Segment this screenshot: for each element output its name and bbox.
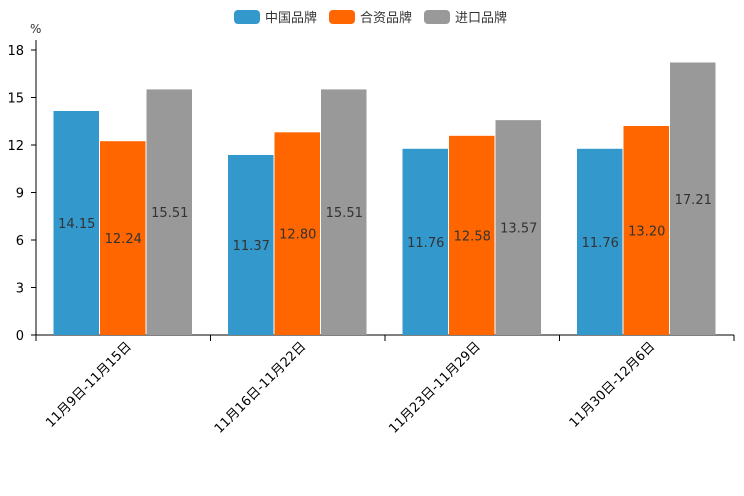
legend-label-imported-brand: 进口品牌 [455,11,508,26]
x-category-label-0: 11月9日-11月15日 [43,339,135,431]
bar-2-0 [402,148,448,335]
data-label-2-1: 12.58 [454,229,491,244]
data-label-2-2: 13.57 [500,222,537,237]
legend-label-joint-venture-brand: 合资品牌 [360,11,413,26]
data-label-1-0: 11.37 [233,239,270,254]
y-tick-label-5: 15 [7,92,24,107]
data-label-3-0: 11.76 [582,236,619,251]
y-tick-label-2: 6 [16,234,24,249]
x-category-label-1: 11月16日-11月22日 [212,339,309,436]
y-tick-label-1: 3 [16,282,24,297]
bar-2-1 [449,135,495,335]
x-category-label-3: 11月30日-12月6日 [567,339,659,431]
bar-0-2 [146,89,192,335]
bar-3-0 [577,148,623,335]
bar-1-0 [228,154,274,335]
bar-1-2 [321,89,367,335]
data-label-3-2: 17.21 [675,193,712,208]
data-label-0-0: 14.15 [58,217,95,232]
y-tick-label-3: 9 [16,187,24,202]
y-tick-label-4: 12 [7,139,24,154]
data-label-1-2: 15.51 [326,206,363,221]
data-label-2-0: 11.76 [407,236,444,251]
legend-item-joint-venture-brand[interactable]: 合资品牌 [329,7,412,26]
bar-3-2 [670,62,716,336]
data-label-0-1: 12.24 [105,232,142,247]
bar-1-1 [274,132,320,335]
x-category-label-2: 11月23日-11月29日 [386,339,483,436]
data-label-1-1: 12.80 [279,228,316,243]
bar-3-1 [623,126,669,335]
data-label-3-1: 13.20 [628,225,665,240]
legend-item-china-brand[interactable]: 中国品牌 [234,7,317,26]
legend-swatch-imported-brand [424,9,451,24]
legend: 中国品牌 合资品牌 进口品牌 [234,7,507,26]
data-label-0-2: 15.51 [151,206,188,221]
bar-2-2 [495,120,541,336]
legend-swatch-joint-venture-brand [329,9,356,24]
y-axis-unit: % [30,22,42,36]
bar-0-1 [100,141,146,335]
y-tick-label-0: 0 [16,329,24,344]
legend-label-china-brand: 中国品牌 [265,11,318,26]
bar-0-0 [53,110,99,335]
legend-swatch-china-brand [234,9,260,24]
legend-item-imported-brand[interactable]: 进口品牌 [424,7,507,26]
y-tick-label-6: 18 [7,44,24,59]
